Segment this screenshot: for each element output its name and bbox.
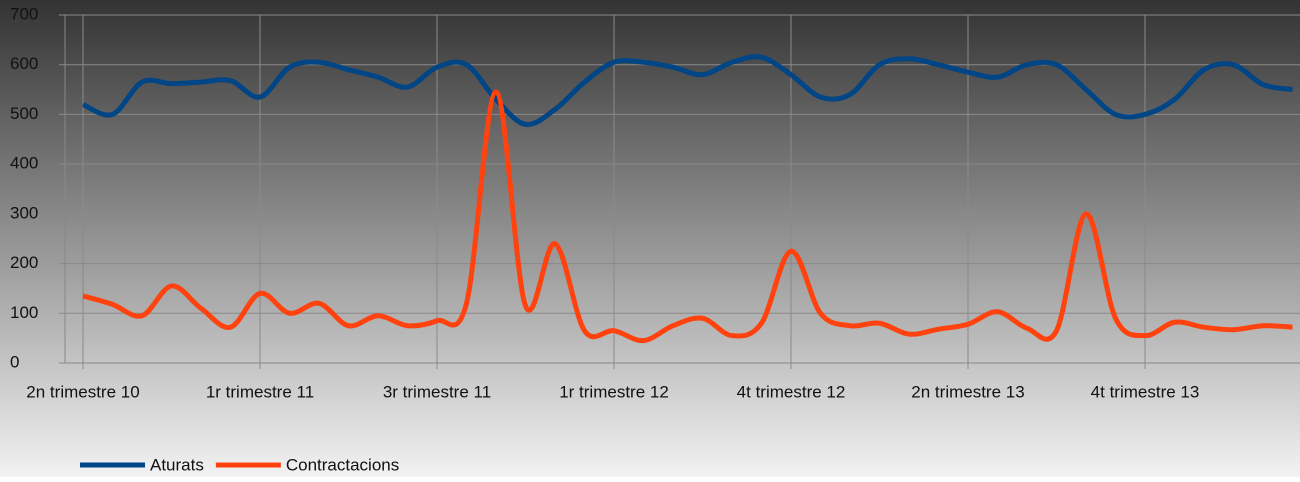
y-tick-label: 0 bbox=[10, 352, 19, 371]
legend-label: Contractacions bbox=[286, 455, 399, 474]
x-tick-label: 2n trimestre 13 bbox=[911, 382, 1024, 401]
x-tick-label: 4t trimestre 13 bbox=[1091, 382, 1200, 401]
series-line bbox=[81, 54, 1293, 127]
y-tick-label: 100 bbox=[10, 303, 38, 322]
y-tick-label: 600 bbox=[10, 54, 38, 73]
x-tick-label: 1r trimestre 12 bbox=[559, 382, 669, 401]
series-line bbox=[82, 89, 1293, 344]
x-tick-label: 4t trimestre 12 bbox=[737, 382, 846, 401]
y-tick-label: 300 bbox=[10, 203, 38, 222]
y-tick-label: 700 bbox=[10, 4, 38, 23]
plot-area bbox=[81, 54, 1293, 344]
y-tick-label: 500 bbox=[10, 104, 38, 123]
y-tick-label: 200 bbox=[10, 253, 38, 272]
legend-label: Aturats bbox=[150, 455, 204, 474]
y-tick-label: 400 bbox=[10, 154, 38, 173]
x-tick-label: 3r trimestre 11 bbox=[383, 382, 491, 401]
x-tick-label: 1r trimestre 11 bbox=[206, 382, 314, 401]
x-tick-label: 2n trimestre 10 bbox=[26, 382, 139, 401]
